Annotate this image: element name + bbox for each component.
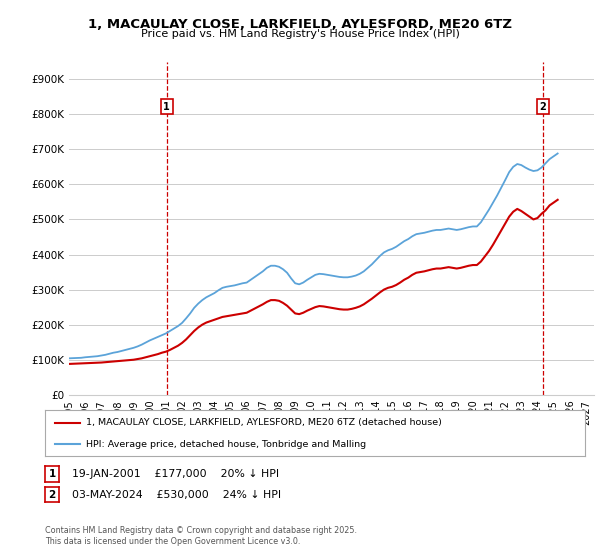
Text: 1, MACAULAY CLOSE, LARKFIELD, AYLESFORD, ME20 6TZ: 1, MACAULAY CLOSE, LARKFIELD, AYLESFORD,… <box>88 18 512 31</box>
Text: 1: 1 <box>163 101 170 111</box>
Text: 2: 2 <box>49 490 56 500</box>
Text: HPI: Average price, detached house, Tonbridge and Malling: HPI: Average price, detached house, Tonb… <box>86 440 365 449</box>
Text: Contains HM Land Registry data © Crown copyright and database right 2025.
This d: Contains HM Land Registry data © Crown c… <box>45 526 357 546</box>
Text: 2: 2 <box>539 101 546 111</box>
Text: 1: 1 <box>49 469 56 479</box>
Text: 03-MAY-2024    £530,000    24% ↓ HPI: 03-MAY-2024 £530,000 24% ↓ HPI <box>65 490 281 500</box>
Text: Price paid vs. HM Land Registry's House Price Index (HPI): Price paid vs. HM Land Registry's House … <box>140 29 460 39</box>
Text: 1, MACAULAY CLOSE, LARKFIELD, AYLESFORD, ME20 6TZ (detached house): 1, MACAULAY CLOSE, LARKFIELD, AYLESFORD,… <box>86 418 442 427</box>
Text: 19-JAN-2001    £177,000    20% ↓ HPI: 19-JAN-2001 £177,000 20% ↓ HPI <box>65 469 279 479</box>
